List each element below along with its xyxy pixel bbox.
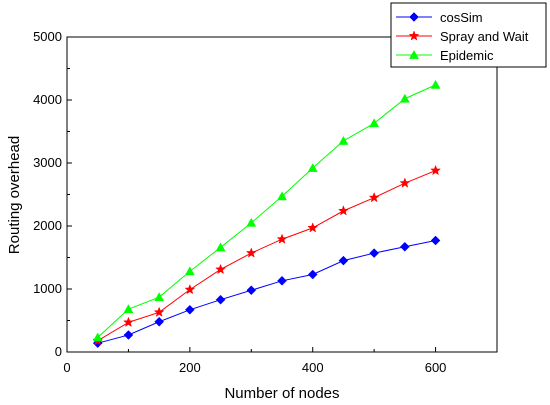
- data-point-spray-and-wait: [215, 263, 227, 275]
- series-spray-and-wait: [92, 164, 442, 346]
- series-line-cossim: [97, 240, 436, 344]
- data-point-cossim: [307, 269, 318, 280]
- data-point-epidemic: [277, 191, 287, 201]
- x-tick-label: 200: [179, 360, 201, 375]
- series-cossim: [92, 235, 441, 349]
- data-point-cossim: [185, 304, 195, 315]
- data-point-cossim: [369, 248, 379, 258]
- legend-items: cosSim Spray and Wait Epidemic: [396, 10, 529, 63]
- legend-item-cossim: cosSim: [396, 10, 483, 25]
- series-epidemic: [92, 79, 441, 342]
- data-point-cossim: [246, 285, 257, 296]
- data-point-spray-and-wait: [276, 233, 288, 244]
- data-point-cossim: [123, 330, 134, 340]
- data-point-cossim: [215, 294, 226, 305]
- data-point-epidemic: [184, 266, 195, 276]
- x-axis: 0 200 400 600: [63, 347, 446, 375]
- data-point-spray-and-wait: [307, 222, 319, 233]
- data-point-epidemic: [430, 79, 441, 89]
- data-point-spray-and-wait: [184, 283, 196, 295]
- legend-label: Spray and Wait: [440, 29, 529, 44]
- legend-label: cosSim: [440, 10, 483, 25]
- data-point-epidemic: [338, 135, 349, 145]
- y-tick-label: 4000: [33, 92, 62, 107]
- data-point-spray-and-wait: [153, 306, 165, 317]
- series-line-spray-and-wait: [97, 170, 436, 342]
- legend-marker: [409, 12, 419, 22]
- data-point-cossim: [277, 275, 287, 286]
- y-axis: 0 1000 2000 3000 4000 5000: [33, 29, 72, 359]
- data-point-cossim: [400, 241, 410, 252]
- series-layer: [92, 79, 442, 349]
- data-point-spray-and-wait: [399, 177, 411, 188]
- data-point-epidemic: [399, 93, 410, 103]
- y-tick-label: 0: [55, 344, 62, 359]
- data-point-spray-and-wait: [122, 316, 134, 328]
- x-tick-label: 0: [63, 360, 70, 375]
- data-point-epidemic: [154, 292, 165, 302]
- y-tick-label: 5000: [33, 29, 62, 44]
- data-point-spray-and-wait: [245, 247, 257, 258]
- data-point-cossim: [154, 316, 164, 327]
- data-point-cossim: [338, 255, 349, 266]
- legend-marker: [408, 30, 420, 41]
- legend-marker: [409, 49, 419, 59]
- data-point-epidemic: [246, 217, 257, 227]
- data-point-epidemic: [92, 332, 103, 342]
- data-point-epidemic: [369, 118, 380, 128]
- y-axis-label: Routing overhead: [6, 136, 23, 254]
- y-tick-label: 3000: [33, 155, 62, 170]
- legend-item-spray-and-wait: Spray and Wait: [396, 29, 529, 44]
- data-point-spray-and-wait: [368, 191, 380, 203]
- y-tick-label: 1000: [33, 281, 62, 296]
- legend-item-epidemic: Epidemic: [396, 48, 494, 63]
- series-line-epidemic: [97, 84, 436, 338]
- x-tick-label: 600: [425, 360, 447, 375]
- data-point-spray-and-wait: [430, 164, 442, 176]
- legend-label: Epidemic: [440, 48, 494, 63]
- data-point-epidemic: [215, 242, 226, 252]
- y-tick-label: 2000: [33, 218, 62, 233]
- x-tick-label: 400: [302, 360, 324, 375]
- data-point-epidemic: [307, 163, 318, 172]
- data-point-epidemic: [123, 304, 134, 314]
- x-axis-label: Number of nodes: [224, 385, 339, 402]
- data-point-spray-and-wait: [337, 205, 349, 216]
- legend: cosSim Spray and Wait Epidemic: [390, 2, 547, 68]
- data-point-cossim: [430, 235, 441, 246]
